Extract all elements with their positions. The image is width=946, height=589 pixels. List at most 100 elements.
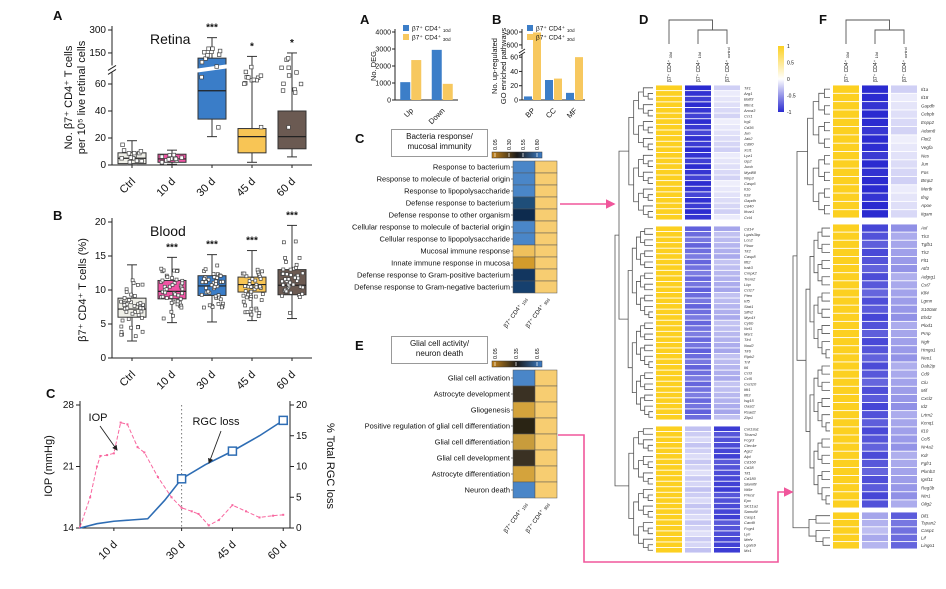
- bar-MF-10d: [566, 92, 574, 100]
- heatmap-cell: [833, 542, 859, 549]
- heatmap-cell: [685, 243, 711, 248]
- heatmap-cell: [656, 292, 682, 298]
- heatmap-cell: [685, 96, 711, 102]
- gene-label: Irg1: [744, 119, 751, 124]
- axis-break-slash: [518, 48, 526, 54]
- heatmap-cell: [685, 437, 711, 443]
- bar-CC-10d: [545, 80, 553, 100]
- heatmap-cell: [685, 102, 711, 108]
- right-tick-label: 15: [296, 431, 308, 442]
- heatmap-cell: [714, 387, 740, 392]
- heatmap-cell: [685, 265, 711, 270]
- heatmap-cell: [714, 443, 740, 448]
- heatmap-cell: [656, 214, 682, 220]
- heatmap-cell: [656, 186, 682, 192]
- data-point: [127, 159, 132, 165]
- box-axis-break-band: [195, 64, 229, 73]
- row-dendrogram-branch: [644, 272, 653, 280]
- data-point: [286, 73, 292, 78]
- heatmap-cell-30d: [534, 433, 558, 451]
- row-dendrogram-branch: [627, 270, 633, 369]
- iop-point: [143, 451, 146, 454]
- heatmap-cell: [656, 248, 682, 254]
- gene-label: Cst7: [921, 282, 931, 287]
- go-term-label: Response to bacterium: [433, 163, 510, 172]
- heatmap-cell: [685, 509, 711, 514]
- row-dendrogram-branch: [638, 460, 644, 478]
- heatmap-cell: [685, 476, 711, 481]
- heatmap-cell: [833, 411, 859, 419]
- data-point: [135, 325, 140, 330]
- bar-BP-10d: [524, 96, 532, 100]
- y-tick-label: 300: [89, 25, 106, 36]
- x-tick-label: 60 d: [274, 176, 298, 200]
- heatmap-cell: [833, 110, 859, 118]
- data-point: [246, 75, 251, 80]
- heatmap-cell: [862, 370, 888, 378]
- heatmap-cell: [685, 237, 711, 243]
- data-point: [286, 65, 291, 70]
- heatmap-cell: [685, 309, 711, 315]
- y-tick-label: 10: [95, 285, 107, 296]
- data-point: [216, 302, 221, 306]
- gene-label: Reg3b: [921, 485, 935, 490]
- data-point: [218, 274, 223, 278]
- heatmap-cell: [685, 113, 711, 119]
- gene-label: Igsf11: [921, 477, 933, 482]
- gene-label: Casp1: [744, 515, 756, 520]
- row-dendrogram-branch: [640, 325, 645, 338]
- heatmap-cell: [714, 265, 740, 270]
- data-point: [121, 148, 127, 153]
- data-point: [242, 81, 247, 86]
- data-point: [128, 155, 133, 160]
- heatmap-cell-10d: [512, 433, 536, 451]
- row-dendrogram-branch: [647, 444, 653, 452]
- data-point: [166, 157, 171, 162]
- heatmap-cell: [862, 402, 888, 411]
- heatmap-cell: [833, 102, 859, 110]
- heatmap-cell: [656, 409, 682, 415]
- x-tick-label: Down: [427, 106, 447, 126]
- heatmap-cell: [656, 254, 682, 259]
- row-dendrogram-branch: [644, 333, 653, 341]
- y-axis-label: per 10⁵ live retinal cells: [76, 40, 88, 154]
- data-point: [250, 277, 255, 281]
- column-label: β7⁺ CD4⁺ 10d: [696, 52, 702, 82]
- heatmap-cell: [891, 427, 917, 435]
- heatmap-cell: [833, 297, 859, 305]
- iop-point: [95, 465, 98, 468]
- data-point: [173, 292, 177, 297]
- y-tick-label: 60: [510, 55, 518, 62]
- heatmap-cell: [656, 124, 682, 130]
- gene-label: Cxcl10: [744, 382, 757, 387]
- heatmap-cell: [891, 127, 917, 135]
- heatmap-cell: [685, 203, 711, 209]
- heatmap-cell: [891, 176, 917, 185]
- y-axis-label: No. DEG: [369, 51, 378, 81]
- data-point: [258, 276, 263, 281]
- heatmap-cell: [685, 164, 711, 169]
- data-point: [203, 267, 208, 272]
- row-dendrogram-branch: [821, 276, 830, 286]
- heatmap-cell: [685, 130, 711, 136]
- heatmap-cell: [656, 398, 682, 403]
- data-point: [286, 125, 291, 130]
- heatmap-cell: [714, 309, 740, 315]
- heatmap-cell: [891, 185, 917, 193]
- row-dendrogram-branch: [821, 398, 830, 407]
- row-dendrogram-branch: [647, 160, 653, 167]
- gene-label: Gapdh: [744, 198, 757, 203]
- heatmap-cell: [862, 362, 888, 370]
- go-term-label: Defense response to Gram-positive bacter…: [357, 271, 510, 280]
- data-point: [242, 271, 247, 276]
- heatmap-cell: [862, 467, 888, 476]
- go-term-label: Glial cell differentiation: [435, 438, 510, 447]
- heatmap-cell: [685, 331, 711, 337]
- gene-label: Ifit2: [744, 260, 751, 265]
- heatmap-cell: [656, 381, 682, 387]
- heatmap-cell: [685, 459, 711, 465]
- panel-label-f: F: [819, 12, 827, 27]
- heatmap-cell: [862, 354, 888, 362]
- data-point: [138, 306, 143, 310]
- row-dendrogram-branch: [636, 380, 641, 405]
